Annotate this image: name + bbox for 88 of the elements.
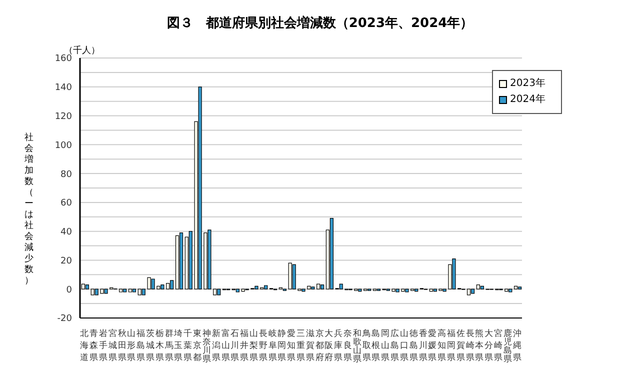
x-tick-label: 佐賀県 — [456, 328, 466, 363]
bar — [358, 288, 362, 292]
x-tick-label: 大分県 — [484, 328, 494, 363]
bar — [476, 284, 480, 290]
bar — [320, 284, 324, 290]
y-tick-label: 120 — [54, 112, 72, 122]
x-tick-label: 栃木県 — [155, 328, 164, 363]
y-tick-label: 80 — [60, 170, 72, 180]
x-tick-label: 香川県 — [418, 328, 428, 363]
bar — [288, 262, 292, 290]
text: 社会増加数（ーは社会減少数） — [24, 133, 34, 286]
x-tick-label: 福岡県 — [446, 328, 456, 363]
bar — [480, 286, 484, 290]
x-tick-label: 三重県 — [296, 329, 306, 363]
x-tick-label: 京都府 — [315, 328, 324, 363]
bar — [128, 288, 132, 292]
bar — [179, 232, 184, 290]
bar — [466, 288, 471, 296]
x-tick-label: 奈良県 — [344, 328, 353, 363]
x-tick-label: 長崎県 — [466, 328, 475, 363]
x-tick-label: 熊本県 — [475, 328, 484, 363]
x-tick-label: 北海道 — [80, 328, 90, 363]
bar — [311, 286, 315, 290]
x-tick-label: 徳島県 — [409, 328, 418, 363]
x-tick-label: 岡山県 — [381, 329, 390, 363]
bar — [90, 288, 94, 296]
x-tick-label: 埼玉県 — [173, 328, 184, 363]
x-tick-label: 愛媛県 — [428, 328, 438, 363]
bar — [170, 280, 174, 290]
x-tick-label: 愛知県 — [287, 328, 296, 363]
x-tick-label: 青森県 — [90, 328, 99, 363]
bar — [429, 288, 433, 292]
x-tick-label: 大阪府 — [324, 328, 334, 363]
bar — [175, 235, 180, 290]
y-tick-label: -20 — [57, 314, 72, 324]
y-tick-label: 0 — [66, 285, 72, 296]
bar — [85, 284, 89, 290]
x-tick-label: 茨城県 — [145, 328, 156, 363]
x-tick-label: 滋賀県 — [306, 328, 315, 363]
y-tick-label: 160 — [54, 54, 72, 64]
x-tick-label: 岩手県 — [99, 328, 108, 363]
y-tick-label: 140 — [54, 83, 72, 94]
bar — [119, 288, 123, 292]
bar — [123, 288, 127, 292]
x-tick-label: 福井県 — [240, 328, 250, 363]
bar — [470, 288, 475, 294]
x-tick-label: 富山県 — [221, 328, 230, 363]
x-tick-label: 石川県 — [230, 329, 240, 363]
y-tick-label: 100 — [54, 140, 72, 151]
x-tick-label: 山梨県 — [249, 328, 258, 363]
x-tick-label: 群馬県 — [164, 328, 174, 363]
x-tick-label: 兵庫県 — [334, 328, 344, 363]
x-tick-label: 宮崎県 — [494, 328, 503, 363]
chart-title: 図３ 都道府県別社会増減数（2023年、2024年） — [166, 14, 474, 32]
x-tick-label: 鹿児島県 — [503, 328, 512, 364]
x-tick-label: 神奈川県 — [202, 328, 212, 364]
y-tick-label: 40 — [60, 228, 72, 238]
x-tick-label: 山形県 — [127, 328, 136, 363]
bar — [514, 286, 518, 290]
bar — [508, 288, 512, 292]
x-tick-label: 新潟県 — [212, 328, 221, 363]
y-tick-label: 20 — [60, 256, 72, 266]
bar — [264, 285, 268, 290]
x-tick-label: 沖縄県 — [512, 328, 522, 363]
x-tick-label: 静岡県 — [278, 328, 287, 363]
x-tick-label: 広島県 — [390, 328, 400, 363]
bar — [138, 288, 142, 296]
legend-label: 2024年 — [510, 93, 546, 107]
x-tick-label: 鳥取県 — [361, 328, 372, 363]
x-tick-label: 東京都 — [193, 328, 202, 363]
x-tick-label: 山口県 — [400, 328, 409, 363]
y-tick-label: 60 — [60, 198, 72, 209]
x-tick-label: 千葉県 — [184, 328, 193, 363]
x-tick-label: 福島県 — [136, 328, 146, 363]
x-tick-label: 長野県 — [258, 328, 268, 363]
x-tick-label: 岐阜県 — [268, 328, 278, 363]
bar — [330, 218, 334, 290]
bar — [316, 284, 320, 290]
x-tick-label: 宮城県 — [107, 328, 118, 363]
bar — [414, 288, 418, 292]
bar — [217, 288, 221, 296]
bar — [518, 286, 522, 290]
x-tick-label: 高知県 — [438, 328, 447, 363]
bar — [132, 288, 136, 292]
x-tick-label: 秋田県 — [118, 328, 127, 363]
x-tick-label: 和歌山県 — [352, 328, 362, 364]
legend-label: 2023年 — [510, 77, 546, 91]
x-tick-label: 島根県 — [372, 328, 381, 363]
